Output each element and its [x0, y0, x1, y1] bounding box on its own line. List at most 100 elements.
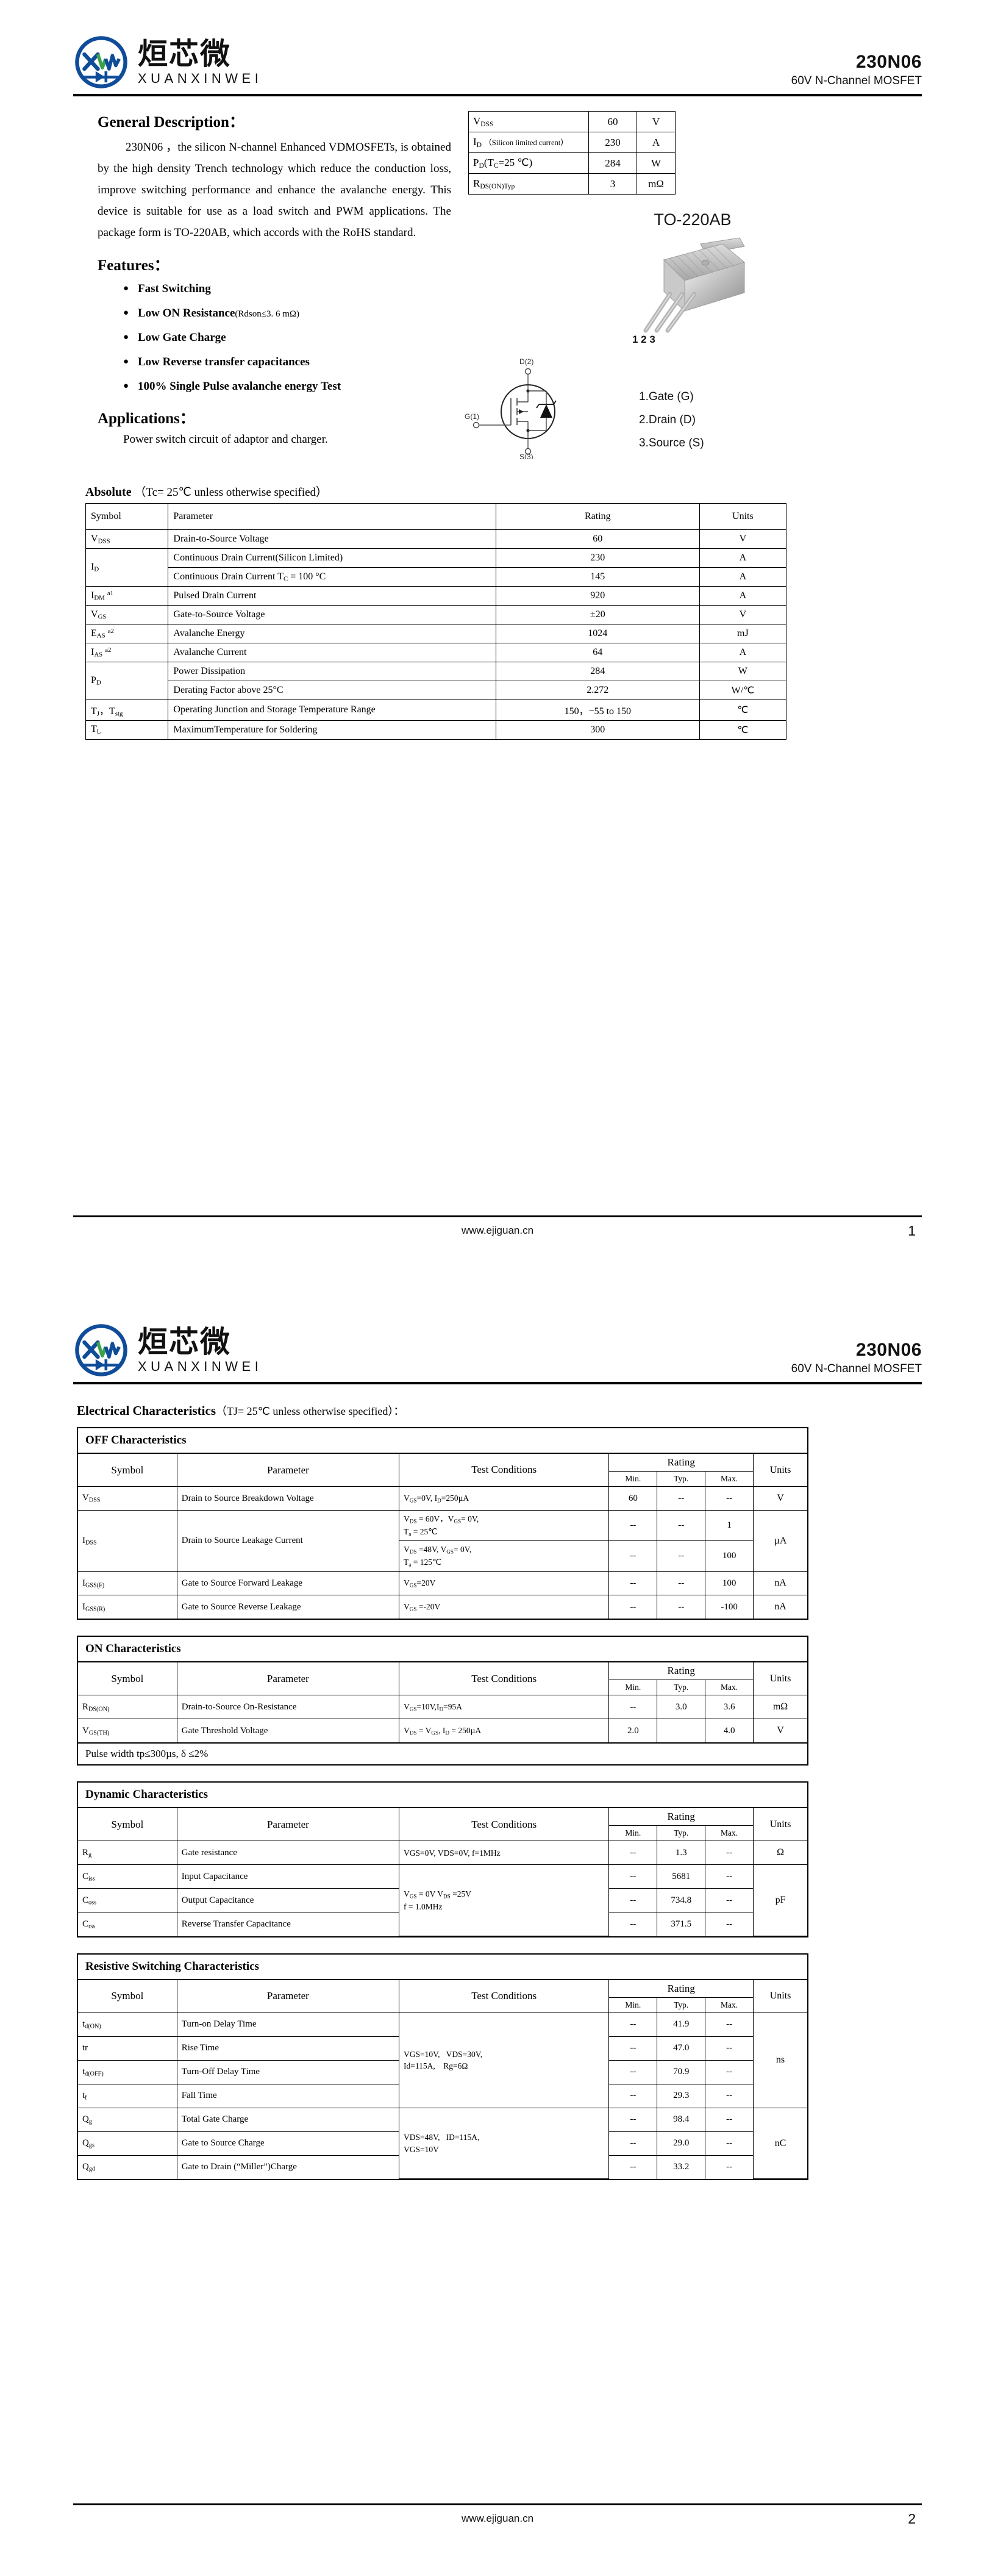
- page-number: 2: [908, 2510, 916, 2527]
- spec-symbol: VDSS: [468, 111, 589, 132]
- row-symbol: EAS a2: [85, 624, 169, 643]
- row-test-conditions: VDS = 60V，VGS= 0V, Ta = 25℃: [399, 1509, 610, 1542]
- resistive-switching-table: Symbol Parameter Test Conditions Rating …: [78, 1980, 807, 2180]
- table-header-row: Symbol Parameter Test Conditions Rating …: [78, 1662, 807, 1696]
- table-row: EAS a2 Avalanche Energy 1024 mJ: [85, 624, 787, 643]
- row-units: ℃: [699, 699, 787, 721]
- table-subheader-row: Min. Typ. Max.: [78, 1471, 807, 1487]
- column-header-min: Min.: [608, 1825, 658, 1842]
- row-units: pF: [753, 1864, 807, 1936]
- row-symbol: Ciss: [78, 1864, 177, 1889]
- row-max: --: [705, 2107, 754, 2132]
- dynamic-characteristics-table: Symbol Parameter Test Conditions Rating …: [78, 1808, 807, 1936]
- table-header-row: Symbol Parameter Test Conditions Rating …: [78, 1980, 807, 2013]
- row-units: nC: [753, 2107, 807, 2180]
- footer-divider: [73, 1215, 922, 1217]
- ec-title-bold: Electrical Characteristics: [77, 1403, 216, 1418]
- table-row: VDSS 60 V: [468, 111, 676, 132]
- column-header-typ: Typ.: [657, 1680, 706, 1696]
- row-units: nA: [753, 1595, 807, 1619]
- row-parameter: Input Capacitance: [176, 1864, 400, 1889]
- table-row: Qg Total Gate Charge VDS=48V, ID=115A, VG…: [78, 2107, 807, 2180]
- column-header-parameter: Parameter: [176, 1980, 400, 2013]
- row-units: V: [753, 1486, 807, 1511]
- row-max: --: [705, 1888, 754, 1913]
- column-header-parameter: Parameter: [168, 503, 496, 530]
- features-heading: Features：: [98, 257, 169, 274]
- feature-label: Low Reverse transfer capacitances: [138, 356, 310, 368]
- column-header-rating: Rating: [608, 1808, 754, 1826]
- page-footer: www.ejiguan.cn 1: [73, 1215, 922, 1239]
- spec-unit: W: [637, 152, 676, 174]
- table-header-row: Symbol Parameter Test Conditions Rating …: [78, 1454, 807, 1487]
- row-typ: 3.0: [657, 1695, 706, 1720]
- row-symbol: ID: [85, 548, 169, 587]
- list-item: Low ON Resistance(Rdson≤3. 6 mΩ): [123, 304, 451, 323]
- row-max: 3.6: [705, 1695, 754, 1720]
- table-row: VDS =48V, VGS= 0V, Ta = 125℃ -- -- 100: [78, 1540, 807, 1572]
- page-1: 烜芯微 XUANXINWEI 230N06 60V N-Channel MOSF…: [0, 0, 995, 1288]
- row-symbol: VGS(TH): [78, 1719, 177, 1744]
- footer-divider: [73, 2503, 922, 2505]
- row-parameter: Turn-on Delay Time: [176, 2012, 400, 2037]
- row-min: --: [608, 2155, 658, 2179]
- feature-label: Low ON Resistance: [138, 307, 235, 320]
- table-row: RDS(ON) Drain-to-Source On-Resistance VG…: [78, 1695, 807, 1720]
- table-row: ID （Silicon limited current） 230 A: [468, 132, 676, 153]
- row-test-conditions: VGS =-20V: [399, 1595, 610, 1619]
- row-symbol: PD: [85, 662, 169, 700]
- pin-numbers-label: 1 2 3: [632, 334, 655, 345]
- list-item: Fast Switching: [123, 279, 451, 299]
- row-max: --: [705, 2131, 754, 2156]
- footer-url[interactable]: www.ejiguan.cn: [461, 2513, 534, 2524]
- header-divider: [73, 1382, 922, 1384]
- part-number: 230N06: [855, 51, 922, 72]
- table-subheader-row: Min. Typ. Max.: [78, 1825, 807, 1842]
- feature-label: Low Gate Charge: [138, 331, 226, 344]
- row-units: ns: [753, 2012, 807, 2108]
- on-characteristics-box: ON Characteristics Symbol Parameter Test…: [77, 1636, 808, 1766]
- row-max: 100: [705, 1540, 754, 1572]
- row-parameter: Rise Time: [176, 2036, 400, 2061]
- row-parameter: Fall Time: [176, 2083, 400, 2108]
- row-parameter: Gate-to-Source Voltage: [168, 605, 496, 624]
- spec-symbol: PD(TC=25 ℃): [468, 152, 589, 174]
- row-typ: 734.8: [657, 1888, 706, 1913]
- row-typ: --: [657, 1486, 706, 1511]
- row-typ: --: [657, 1540, 706, 1572]
- row-parameter: Gate to Source Reverse Leakage: [176, 1595, 400, 1619]
- row-min: --: [608, 1695, 658, 1720]
- xuanxinwei-logo-icon: [73, 34, 129, 90]
- dynamic-characteristics-box: Dynamic Characteristics Symbol Parameter…: [77, 1781, 808, 1937]
- table-row: PD Power Dissipation 284 W: [85, 662, 787, 700]
- column-header-parameter: Parameter: [176, 1662, 400, 1696]
- spec-value: 60: [588, 111, 637, 132]
- row-min: --: [608, 1540, 658, 1572]
- spec-symbol: RDS(ON)Typ: [468, 173, 589, 195]
- row-typ: --: [657, 1571, 706, 1596]
- description-column: General Description： 230N06 ，the silicon…: [73, 110, 451, 462]
- spec-unit: V: [637, 111, 676, 132]
- row-typ: 47.0: [657, 2036, 706, 2061]
- row-symbol: tf: [78, 2083, 177, 2108]
- table-row: Ciss Input Capacitance VGS = 0V VDS =25V…: [78, 1864, 807, 1936]
- column-header-symbol: Symbol: [85, 503, 169, 530]
- logo-pinyin-name: XUANXINWEI: [138, 1359, 263, 1374]
- list-item: Low Reverse transfer capacitances: [123, 352, 451, 372]
- column-header-symbol: Symbol: [78, 1980, 177, 2013]
- row-rating: 150，−55 to 150: [495, 699, 700, 721]
- row-min: --: [608, 2036, 658, 2061]
- row-typ: --: [657, 1595, 706, 1619]
- column-header-min: Min.: [608, 1471, 658, 1487]
- footer-url[interactable]: www.ejiguan.cn: [461, 1225, 534, 1236]
- row-min: --: [608, 1595, 658, 1619]
- company-logo: 烜芯微 XUANXINWEI: [73, 1322, 262, 1378]
- row-parameter: Drain to Source Breakdown Voltage: [176, 1486, 400, 1511]
- row-symbol: Rg: [78, 1841, 177, 1866]
- dynamic-characteristics-title: Dynamic Characteristics: [78, 1783, 807, 1809]
- row-max: --: [705, 2036, 754, 2061]
- table-row: tr Rise Time -- 47.0 --: [78, 2036, 807, 2061]
- row-symbol: VGS: [85, 605, 169, 624]
- column-header-max: Max.: [705, 1471, 754, 1487]
- row-max: 4.0: [705, 1719, 754, 1744]
